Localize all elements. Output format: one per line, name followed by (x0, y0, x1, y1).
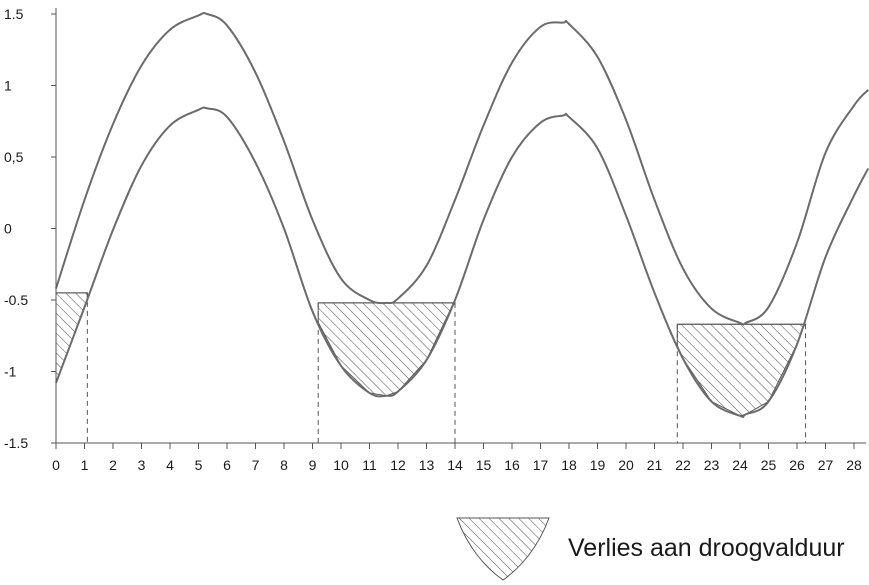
y-tick-label: -1.5 (4, 435, 28, 451)
x-tick-label: 11 (362, 457, 377, 473)
y-tick-layer: 1.5 1 0,5 0 -0.5 -1 -1.5 (4, 6, 56, 451)
x-tick-layer: 0 1 2 3 4 5 6 7 8 9 10 11 12 13 14 15 16 17 18 19 20 21 22 23 24… (52, 443, 862, 473)
x-tick-label: 1 (81, 457, 89, 473)
x-tick-label: 5 (195, 457, 203, 473)
x-tick-label: 14 (447, 457, 463, 473)
x-tick-label: 6 (223, 457, 231, 473)
x-tick-label: 7 (252, 457, 260, 473)
y-tick-label: 0 (4, 221, 12, 237)
legend-swatch (456, 517, 550, 581)
upper-curve (55, 12, 869, 326)
x-tick-label: 2 (109, 457, 117, 473)
x-tick-label: 20 (618, 457, 634, 473)
x-tick-label: 3 (138, 457, 146, 473)
lower-curve (55, 106, 869, 418)
y-tick-label: 0,5 (4, 149, 24, 165)
x-tick-label: 4 (166, 457, 174, 473)
shaded-region-2 (317, 302, 457, 397)
curve-layer (55, 12, 869, 418)
x-tick-label: 10 (333, 457, 349, 473)
x-tick-label: 23 (704, 457, 720, 473)
legend: Verlies aan droogvalduur (456, 517, 845, 581)
guide-layer (86, 292, 807, 443)
x-tick-label: 9 (309, 457, 317, 473)
x-tick-label: 13 (419, 457, 435, 473)
legend-label: Verlies aan droogvalduur (568, 534, 845, 562)
x-tick-label: 0 (52, 457, 60, 473)
x-tick-label: 12 (390, 457, 406, 473)
x-tick-label: 8 (280, 457, 288, 473)
x-tick-label: 27 (818, 457, 834, 473)
x-tick-label: 18 (561, 457, 577, 473)
x-tick-label: 25 (761, 457, 777, 473)
x-tick-label: 28 (846, 457, 862, 473)
x-tick-label: 21 (647, 457, 663, 473)
x-tick-label: 15 (476, 457, 492, 473)
x-tick-label: 26 (789, 457, 805, 473)
y-tick-label: -1 (4, 364, 17, 380)
x-tick-label: 22 (675, 457, 691, 473)
y-tick-label: 1 (4, 78, 12, 94)
x-tick-label: 17 (533, 457, 549, 473)
x-tick-label: 19 (590, 457, 606, 473)
x-tick-label: 16 (504, 457, 520, 473)
y-tick-label: 1.5 (4, 6, 24, 22)
y-tick-label: -0.5 (4, 292, 28, 308)
x-tick-label: 24 (732, 457, 748, 473)
